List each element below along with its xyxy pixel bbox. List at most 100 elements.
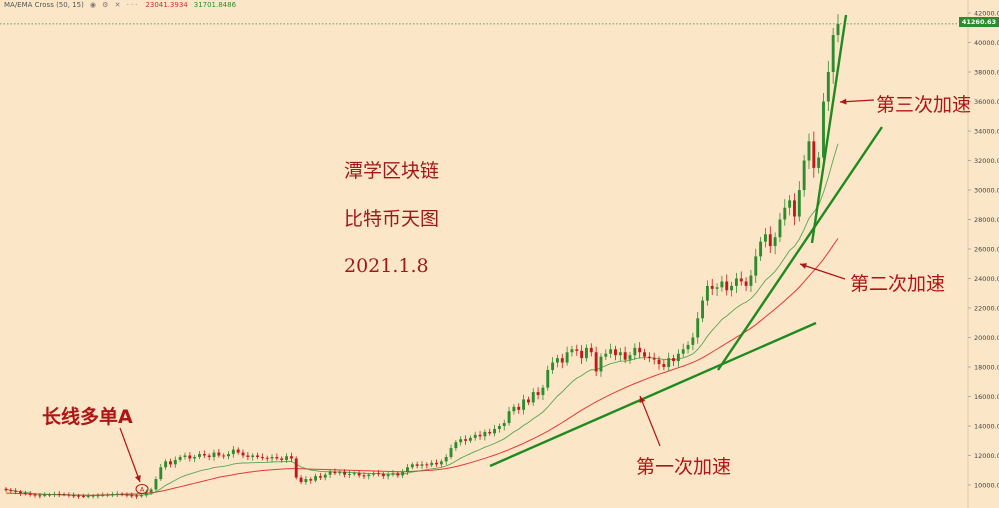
candle-body: [783, 207, 787, 220]
candle: [783, 199, 787, 226]
candle-body: [667, 358, 671, 367]
candle-body: [260, 456, 264, 458]
candle: [575, 344, 579, 356]
candle-body: [546, 369, 550, 388]
long-position-label: 长线多单A: [42, 406, 133, 428]
candle-body: [778, 219, 782, 238]
candle-body: [415, 464, 419, 466]
candle-body: [386, 474, 390, 477]
candle: [198, 451, 201, 460]
candle-body: [294, 458, 298, 478]
candle-body: [759, 241, 763, 257]
candle: [672, 354, 675, 366]
candle: [178, 454, 182, 462]
candle-body: [14, 490, 18, 492]
candle: [778, 212, 782, 242]
candle: [347, 470, 351, 478]
candle: [14, 488, 18, 495]
candle: [299, 475, 303, 485]
candle: [546, 365, 550, 391]
candle-body: [391, 473, 395, 475]
candle: [285, 453, 289, 464]
candle: [57, 491, 61, 498]
candle: [381, 472, 385, 479]
candle-body: [57, 493, 61, 495]
candle: [459, 436, 463, 446]
candle: [401, 469, 405, 479]
candle-body: [304, 479, 308, 483]
candle-body: [720, 281, 724, 288]
candle: [826, 60, 830, 112]
candle-body: [38, 495, 42, 497]
candle-body: [381, 473, 385, 477]
candle-body: [222, 455, 226, 457]
candle: [614, 345, 617, 361]
candle: [260, 453, 264, 461]
candle: [788, 195, 792, 216]
candle-body: [333, 471, 337, 474]
legend-controls-icon[interactable]: ◉ ⚙ ✕ ···: [89, 1, 140, 9]
candle: [802, 154, 806, 197]
candle-body: [9, 490, 13, 492]
candle: [585, 344, 588, 362]
candle: [551, 357, 555, 374]
candle: [149, 487, 153, 495]
candle-body: [464, 439, 467, 441]
candle-body: [449, 448, 453, 457]
candle: [270, 454, 274, 463]
candle-body: [198, 454, 201, 457]
candle: [48, 492, 51, 498]
candle-body: [696, 318, 700, 338]
candle: [759, 236, 763, 261]
candle-body: [526, 399, 530, 403]
y-tick-label: 18000.00: [974, 363, 999, 371]
candle-body: [120, 493, 124, 495]
candle-body: [207, 455, 211, 457]
candle: [797, 181, 801, 222]
candle-body: [159, 467, 163, 480]
candle: [256, 452, 259, 460]
candle: [565, 346, 569, 366]
arrow-second-acceleration: [799, 263, 846, 280]
candle: [86, 493, 90, 499]
candle-body: [183, 455, 187, 457]
y-tick-label: 28000.00: [974, 216, 999, 224]
candle-body: [246, 455, 250, 457]
candle-body: [555, 358, 559, 363]
candle-body: [560, 358, 564, 363]
candle-body: [115, 493, 119, 495]
candle-body: [144, 492, 148, 496]
candle-body: [580, 350, 584, 359]
candle-body: [289, 456, 293, 459]
candle: [386, 472, 390, 480]
candle-body: [734, 278, 738, 286]
candle-body: [4, 488, 8, 491]
candle: [691, 332, 695, 351]
y-tick-label: 22000.00: [974, 304, 999, 312]
candle: [541, 384, 545, 401]
candle: [154, 476, 158, 493]
candle: [67, 492, 71, 498]
candle-body: [101, 495, 105, 497]
candle: [294, 456, 298, 480]
candle: [81, 493, 85, 498]
candle: [701, 296, 705, 323]
arrow-head: [639, 396, 646, 403]
candle-body: [797, 190, 801, 217]
candle: [43, 492, 47, 498]
arrow-shaft: [119, 427, 141, 483]
candle: [110, 491, 114, 498]
candle-body: [265, 457, 269, 459]
candle-body: [110, 494, 114, 496]
candle: [410, 462, 414, 470]
candle-body: [788, 200, 792, 208]
candle: [415, 461, 419, 469]
candle-body: [164, 461, 168, 468]
candle: [367, 472, 371, 480]
candle: [343, 469, 347, 478]
indicator-name[interactable]: MA/EMA Cross (50, 15): [4, 1, 84, 9]
candle-body: [96, 495, 100, 497]
arrow-long-position: [119, 427, 141, 483]
candle-body: [217, 452, 221, 456]
